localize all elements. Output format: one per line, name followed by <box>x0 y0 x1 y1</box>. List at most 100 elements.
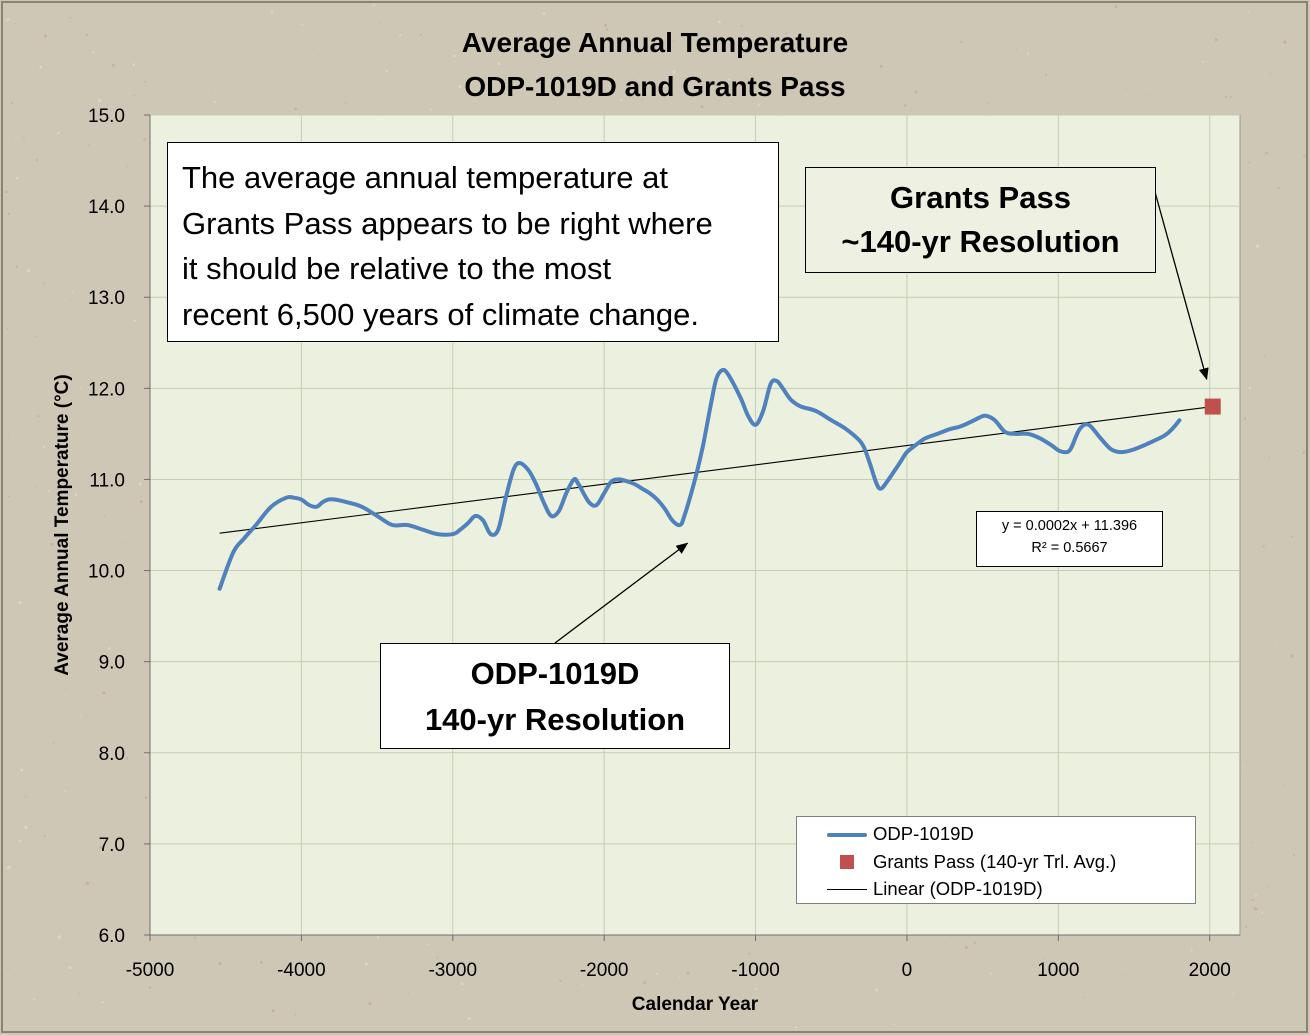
texture-speck <box>1190 949 1193 952</box>
texture-speck <box>47 490 50 492</box>
texture-speck <box>218 961 222 966</box>
texture-speck <box>43 34 48 38</box>
texture-speck <box>364 962 369 966</box>
texture-speck <box>727 78 731 81</box>
texture-speck <box>1285 461 1288 463</box>
texture-speck <box>1124 969 1127 971</box>
annotation-odp-subtitle: 140-yr Resolution <box>424 702 686 737</box>
texture-speck <box>943 942 945 945</box>
texture-speck <box>270 10 274 14</box>
texture-speck <box>64 789 67 793</box>
axes: -5000 -4000 -3000 -2000 -1000 0 1000 2000 6.0 7.0… <box>88 106 1240 981</box>
annotation-grants-box: Grants Pass ~140-yr Resolution <box>805 167 1156 273</box>
texture-speck <box>43 834 46 837</box>
texture-speck <box>35 158 39 162</box>
texture-speck <box>139 500 143 504</box>
x-tick-label: -3000 <box>428 960 477 981</box>
texture-speck <box>1290 535 1293 538</box>
annotation-odp-box: ODP-1019D 140-yr Resolution <box>380 643 730 749</box>
texture-speck <box>143 138 146 141</box>
texture-speck <box>6 327 9 330</box>
texture-speck <box>1044 74 1048 77</box>
texture-speck <box>97 99 102 103</box>
legend-label: ODP-1019D <box>873 823 974 844</box>
texture-speck <box>90 108 94 112</box>
texture-speck <box>1248 161 1250 164</box>
texture-speck <box>121 475 123 477</box>
legend: ODP-1019D Grants Pass (140-yr Trl. Avg.)… <box>796 816 1196 904</box>
texture-speck <box>271 1009 275 1013</box>
texture-speck <box>148 986 152 989</box>
texture-speck <box>79 387 82 390</box>
x-tick-label: -5000 <box>126 960 175 981</box>
texture-speck <box>1180 994 1182 996</box>
texture-speck <box>356 1012 359 1014</box>
y-tick-label: 8.0 <box>99 744 125 765</box>
texture-speck <box>1028 1020 1030 1022</box>
texture-speck <box>69 639 71 642</box>
texture-speck <box>823 97 826 100</box>
texture-speck <box>1202 60 1205 64</box>
texture-speck <box>33 998 36 1001</box>
legend-swatch-trendline <box>827 875 867 903</box>
texture-speck <box>101 864 103 866</box>
texture-speck <box>593 95 595 97</box>
texture-speck <box>42 445 46 449</box>
texture-speck <box>1248 386 1252 390</box>
texture-speck <box>24 825 28 830</box>
trendline-equation-box: y = 0.0002x + 11.396 R² = 0.5667 <box>976 511 1163 567</box>
texture-speck <box>430 108 433 111</box>
texture-speck <box>19 839 22 843</box>
texture-speck <box>344 102 347 104</box>
texture-speck <box>960 40 963 44</box>
texture-speck <box>1224 95 1228 98</box>
trendline-linear <box>219 406 1213 534</box>
texture-speck <box>1303 155 1306 158</box>
texture-speck <box>99 845 103 850</box>
texture-speck <box>914 90 918 94</box>
texture-speck <box>794 1026 797 1029</box>
texture-speck <box>928 68 930 71</box>
texture-speck <box>320 969 322 971</box>
texture-speck <box>213 100 217 104</box>
texture-speck <box>7 212 11 216</box>
texture-speck <box>686 971 690 975</box>
texture-speck <box>379 21 381 24</box>
texture-speck <box>68 965 72 970</box>
texture-speck <box>702 1002 706 1005</box>
texture-speck <box>36 486 38 488</box>
y-tick-label: 10.0 <box>88 562 125 583</box>
texture-speck <box>467 1017 471 1021</box>
texture-speck <box>111 63 115 67</box>
texture-speck <box>27 269 31 273</box>
texture-speck <box>74 493 78 497</box>
texture-speck <box>376 935 380 939</box>
texture-speck <box>1283 275 1285 277</box>
texture-speck <box>7 968 9 971</box>
texture-speck <box>893 1023 895 1026</box>
annotation-note-line: Grants Pass appears to be right where <box>182 205 713 241</box>
texture-speck <box>497 61 501 66</box>
texture-speck <box>407 993 409 995</box>
texture-speck <box>973 941 977 945</box>
texture-speck <box>133 319 137 323</box>
texture-speck <box>10 101 13 105</box>
texture-speck <box>63 533 66 536</box>
texture-speck <box>431 51 433 53</box>
texture-speck <box>576 95 581 99</box>
texture-speck <box>132 63 136 67</box>
texture-speck <box>121 536 124 539</box>
texture-speck <box>458 85 462 89</box>
arrow-grants-pass <box>1154 191 1209 381</box>
texture-speck <box>632 72 634 74</box>
texture-speck <box>782 112 784 114</box>
texture-speck <box>7 138 10 140</box>
texture-speck <box>1276 642 1278 644</box>
texture-speck <box>605 28 609 31</box>
texture-speck <box>1015 48 1017 51</box>
texture-speck <box>107 646 111 650</box>
texture-speck <box>419 33 422 36</box>
texture-speck <box>1267 885 1270 888</box>
texture-speck <box>69 16 72 19</box>
